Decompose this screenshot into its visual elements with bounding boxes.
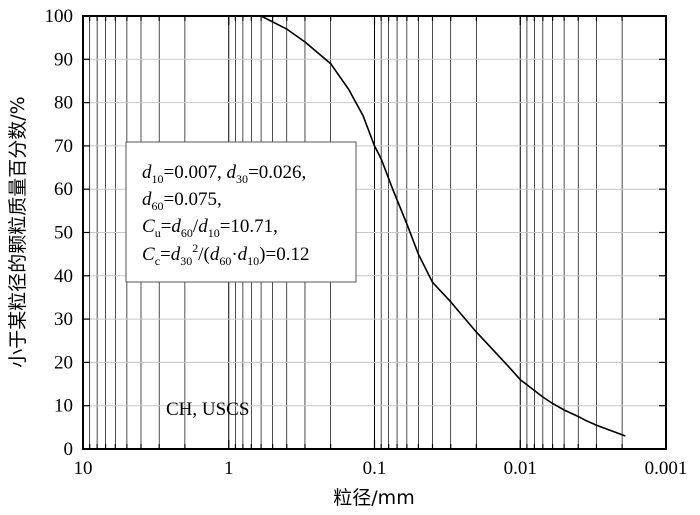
- y-axis-title: 小于某粒径的颗粒质量百分数/%: [7, 96, 29, 367]
- y-tick-label: 100: [45, 6, 74, 27]
- x-axis-tick-labels: 10 1 0.1 0.01 0.001: [74, 458, 688, 479]
- annotation-line-cu: Cu=d60/d10=10.71,: [142, 216, 278, 240]
- x-tick-label: 10: [74, 458, 93, 479]
- annotation-line-d10-d30: d10=0.007, d30=0.026,: [142, 162, 306, 186]
- x-tick-label: 0.1: [363, 458, 387, 479]
- soil-classification-label: CH, USCS: [166, 399, 249, 420]
- y-tick-label: 60: [54, 179, 73, 200]
- plot-area: [82, 15, 667, 450]
- x-axis-title: 粒径/mm: [333, 487, 414, 509]
- y-tick-label: 70: [54, 136, 73, 157]
- annotation-line-cc: Cc=d302/(d60·d10)=0.12: [142, 241, 309, 268]
- y-tick-label: 80: [54, 93, 73, 114]
- annotation-line-d60: d60=0.075,: [142, 189, 222, 213]
- y-tick-label: 30: [54, 309, 73, 330]
- y-tick-label: 20: [54, 352, 73, 373]
- x-tick-label: 0.001: [645, 458, 688, 479]
- y-tick-label: 0: [64, 439, 74, 460]
- y-tick-label: 40: [54, 266, 73, 287]
- y-tick-label: 90: [54, 49, 73, 70]
- x-tick-label: 1: [224, 458, 234, 479]
- x-tick-label: 0.01: [504, 458, 537, 479]
- y-tick-label: 50: [54, 223, 73, 244]
- y-axis-tick-labels: 0 10 20 30 40 50 60 70 80 90 100: [45, 6, 74, 460]
- gradation-curve: [260, 15, 626, 437]
- y-tick-label: 10: [54, 396, 73, 417]
- annotation-box-frame: [125, 141, 357, 283]
- parameter-annotation-box: d10=0.007, d30=0.026, d60=0.075, Cu=d60/…: [125, 141, 357, 283]
